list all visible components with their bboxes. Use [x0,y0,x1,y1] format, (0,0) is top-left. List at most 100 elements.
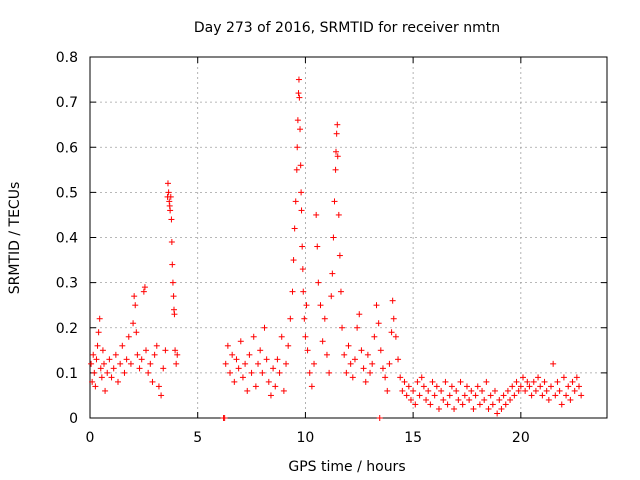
data-point [433,383,440,390]
data-point [494,410,501,417]
data-point [556,387,563,394]
data-point [438,387,445,394]
data-point [463,383,470,390]
data-point [301,315,308,322]
data-point [242,360,249,367]
data-point [339,324,346,331]
data-point [335,211,342,218]
data-point [117,360,124,367]
data-point [573,374,580,381]
data-point [297,162,304,169]
data-point [395,356,402,363]
data-point [371,333,378,340]
data-point [515,387,522,394]
x-tick-label: 10 [297,430,315,446]
data-point [354,324,361,331]
data-point [169,261,176,268]
data-point [334,121,341,128]
data-point [472,392,479,399]
data-point [259,369,266,376]
data-point [314,243,321,250]
data-point [132,302,139,309]
data-point [102,387,109,394]
data-point [483,378,490,385]
data-point [442,378,449,385]
data-point [388,329,395,336]
data-point [136,365,143,372]
data-point [543,387,550,394]
data-point [571,387,578,394]
data-point [160,365,167,372]
data-point [550,360,557,367]
data-point [295,90,302,97]
data-point [517,383,524,390]
data-point [248,369,255,376]
data-point [131,293,138,300]
data-point [397,374,404,381]
data-point [289,288,296,295]
y-tick-label: 0.7 [56,95,78,111]
y-tick-label: 0.1 [56,366,78,382]
data-point [519,374,526,381]
data-point [88,360,95,367]
data-point [294,117,301,124]
data-point [231,378,238,385]
data-point [504,387,511,394]
data-point [121,369,128,376]
data-point [274,356,281,363]
data-point [300,288,307,295]
data-point [106,356,113,363]
data-point [168,239,175,246]
data-point [403,392,410,399]
data-point [112,351,119,358]
data-point [265,378,272,385]
data-point [491,387,498,394]
data-point [147,360,154,367]
data-point [446,392,453,399]
data-point [168,216,175,223]
data-point [99,347,106,354]
data-point [311,360,318,367]
data-point [287,315,294,322]
data-point [89,378,96,385]
data-point [375,320,382,327]
data-point [138,356,145,363]
data-point [227,369,234,376]
data-point [267,392,274,399]
data-point [560,374,567,381]
data-point [313,211,320,218]
data-point [522,387,529,394]
data-point [306,369,313,376]
data-point [133,329,140,336]
data-point [97,365,104,372]
data-point [535,374,542,381]
data-point [101,360,108,367]
data-point [392,333,399,340]
data-point [524,378,531,385]
data-point [261,324,268,331]
data-point [221,415,228,421]
y-tick-label: 0.8 [56,50,78,66]
data-point [237,338,244,345]
data-point [296,94,303,101]
data-point [233,356,240,363]
data-point [373,302,380,309]
data-point [278,333,285,340]
data-point [369,360,376,367]
data-point [297,126,304,133]
data-point [485,405,492,412]
data-point [511,392,518,399]
data-point [280,387,287,394]
data-point [384,387,391,394]
data-point [347,360,354,367]
data-point [173,360,180,367]
data-point [532,387,539,394]
data-point [358,347,365,354]
data-point [290,257,297,264]
data-point [349,374,356,381]
data-point [291,225,298,232]
y-axis-label: SRMTID / TECUs [7,182,23,295]
data-point [224,342,231,349]
data-point [468,387,475,394]
